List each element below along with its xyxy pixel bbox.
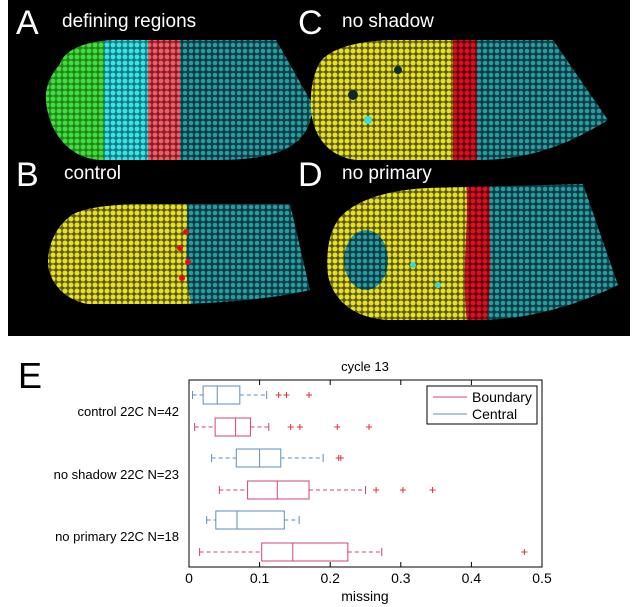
legend-central-label: Central bbox=[472, 406, 517, 422]
box-boundary bbox=[247, 480, 310, 500]
box-central bbox=[215, 510, 285, 530]
legend-boundary-label: Boundary bbox=[472, 389, 532, 405]
panel-e-letter: E bbox=[18, 355, 43, 396]
x-tick-label: 0.3 bbox=[391, 570, 411, 586]
plot-frame bbox=[188, 379, 543, 568]
box-boundary bbox=[261, 542, 349, 562]
group-label: control 22C N=42 bbox=[77, 404, 179, 419]
x-tick-label: 0.5 bbox=[532, 570, 552, 586]
x-tick-label: 0.1 bbox=[250, 570, 270, 586]
panel-c-letter: C bbox=[298, 4, 323, 42]
legend: Boundary Central bbox=[426, 385, 538, 425]
chart-title: cycle 13 bbox=[341, 359, 389, 374]
group-label: no primary 22C N=18 bbox=[55, 529, 179, 544]
panel-b-title: control bbox=[64, 163, 122, 184]
box-central bbox=[202, 385, 241, 405]
panel-d-title: no primary bbox=[342, 163, 432, 184]
x-axis-label: missing bbox=[341, 588, 388, 604]
x-tick-label: 0.2 bbox=[320, 570, 340, 586]
group-label: no shadow 22C N=23 bbox=[54, 467, 179, 482]
x-tick-label: 0 bbox=[185, 570, 193, 586]
panel-b-letter: B bbox=[16, 156, 39, 194]
panel-a-letter: A bbox=[16, 4, 39, 42]
panel-a-title: defining regions bbox=[62, 11, 197, 32]
legend-box bbox=[426, 385, 538, 425]
microscopy-panels: A defining regions B control C no shadow… bbox=[8, 0, 630, 336]
panel-d-letter: D bbox=[298, 156, 323, 194]
embryo-images bbox=[45, 40, 618, 320]
box-boundary bbox=[214, 417, 251, 437]
x-tick-label: 0.4 bbox=[462, 570, 482, 586]
box-central bbox=[235, 448, 282, 468]
boxplot-chart: cycle 13 control 22C N=42 no shadow 22C N… bbox=[54, 359, 552, 604]
panel-c-title: no shadow bbox=[342, 11, 434, 32]
